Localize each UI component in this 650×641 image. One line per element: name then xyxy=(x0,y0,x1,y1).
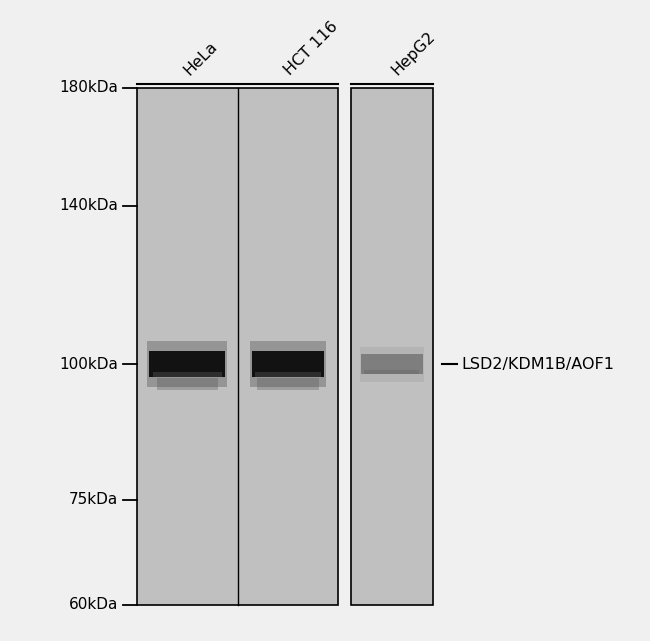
Bar xyxy=(153,372,222,377)
Text: HCT 116: HCT 116 xyxy=(281,19,341,78)
Bar xyxy=(257,378,318,390)
Text: 60kDa: 60kDa xyxy=(68,597,118,612)
Text: 100kDa: 100kDa xyxy=(59,356,118,372)
Bar xyxy=(250,341,326,387)
Text: 75kDa: 75kDa xyxy=(69,492,118,507)
Bar xyxy=(252,351,324,377)
Bar xyxy=(364,370,419,374)
Bar xyxy=(361,354,422,374)
Text: LSD2/KDM1B/AOF1: LSD2/KDM1B/AOF1 xyxy=(462,356,615,372)
Bar xyxy=(157,378,218,390)
Text: HepG2: HepG2 xyxy=(389,29,438,78)
Bar xyxy=(359,347,424,381)
Text: 180kDa: 180kDa xyxy=(59,80,118,95)
Text: HeLa: HeLa xyxy=(181,38,220,78)
Text: 140kDa: 140kDa xyxy=(59,198,118,213)
Bar xyxy=(147,341,228,387)
Bar xyxy=(149,351,226,377)
Bar xyxy=(136,88,338,604)
Bar xyxy=(351,88,433,604)
Bar xyxy=(255,372,320,377)
